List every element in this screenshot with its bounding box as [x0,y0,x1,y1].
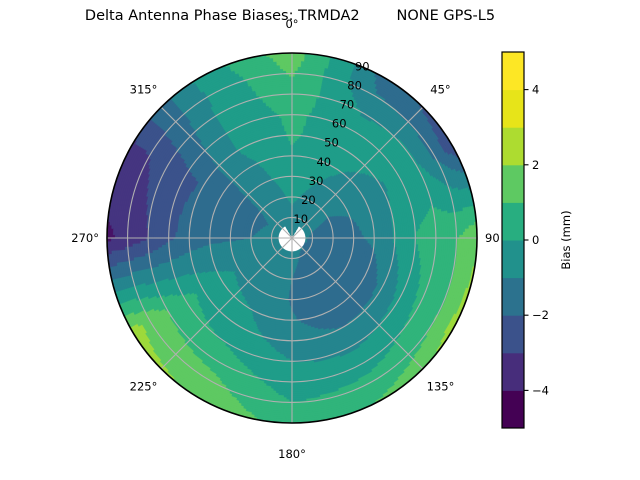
colorbar-band [502,202,524,241]
colorbar-tick-label: 2 [532,158,539,172]
radial-tick-50: 50 [324,136,339,150]
colorbar-tick-label: 4 [532,83,539,97]
angular-tick-270: 270° [71,231,99,245]
radial-tick-40: 40 [316,155,331,169]
colorbar-tick-label: −4 [532,383,549,397]
radial-tick-labels: 10 20 30 40 50 60 70 80 90 [293,60,369,226]
angular-tick-45: 45° [430,83,450,97]
angular-tick-180: 180° [278,447,306,461]
angular-tick-225: 225° [130,380,158,394]
colorbar-band [502,390,524,429]
polar-grid [107,53,477,423]
angular-tick-315: 315° [130,83,158,97]
colorbar-axis-title: Bias (mm) [559,210,573,269]
angular-tick-90: 90 [485,231,500,245]
colorbar-band [502,164,524,203]
colorbar-band [502,127,524,166]
radial-tick-70: 70 [340,98,355,112]
contour-field [107,53,477,423]
radial-tick-60: 60 [332,117,347,131]
figure-title: Delta Antenna Phase Biases: TRMDA2 NONE … [84,8,496,24]
colorbar-tick-label: −2 [532,308,549,322]
colorbar-band [502,240,524,279]
angular-tick-labels: 0° 45° 90 135° 180° 225° 270° 315° [71,17,499,461]
angular-tick-135: 135° [427,380,455,394]
colorbar-band [502,352,524,391]
angular-tick-0: 0° [285,17,298,31]
colorbar-group: 4 2 0 −2 −4 Bias (mm) [501,51,573,429]
colorbar-tick-label: 0 [532,233,539,247]
radial-tick-80: 80 [347,79,362,93]
colorbar-band [502,89,524,128]
colorbar-band [502,315,524,354]
radial-tick-30: 30 [309,174,324,188]
polar-outer-spine [106,52,478,424]
colorbar-band [502,277,524,316]
radial-tick-20: 20 [301,193,316,207]
colorbar-band [502,52,524,91]
radial-tick-90: 90 [355,60,370,74]
radial-tick-10: 10 [293,212,308,226]
